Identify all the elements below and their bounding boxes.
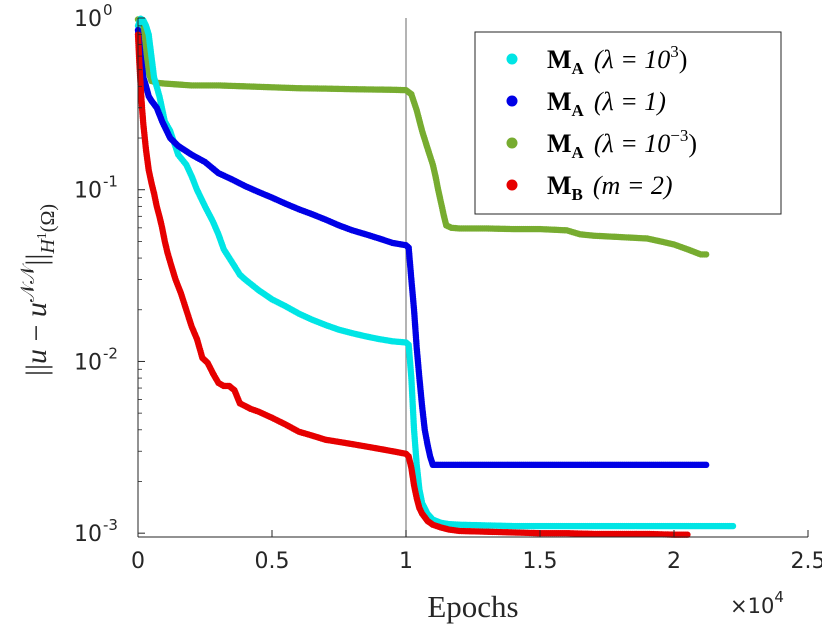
x-axis-label: Epochs [427,589,518,624]
x-axis-multiplier: ×104 [730,588,784,618]
y-label-part: 𝒩𝒩 [18,263,39,302]
legend-marker [506,137,518,149]
y-tick-label: 10 [74,350,102,375]
legend-label: MA (λ = 103) [547,42,687,78]
legend-label-param: (λ = 10 [594,129,670,158]
legend-label-main: M [547,45,572,74]
legend-label: MB (m = 2) [547,171,673,204]
x-multiplier-text: ×104 [730,588,784,618]
y-label-part: u [20,349,53,364]
y-tick-exponent: -2 [103,344,118,362]
series-0 [134,15,737,530]
data-marks [134,15,737,538]
x-tick-label: 1.5 [523,549,558,574]
x-tick-label: 1 [399,549,413,574]
y-label-part: 1 [35,232,50,239]
data-point [702,251,710,258]
data-point [684,531,691,538]
data-point [702,461,710,469]
y-tick-label: 10 [74,179,102,204]
legend-label: MA (λ = 10−3) [547,126,697,162]
x-tick-label: 2.5 [791,549,822,574]
x-multiplier-exp: 4 [774,588,784,606]
legend-label-main: M [547,87,572,116]
x-multiplier-base: ×10 [730,594,774,618]
y-tick-exponent: 0 [103,1,113,19]
legend-label-param: (m = 2) [593,171,673,200]
series-1 [134,26,710,469]
y-axis-label: ||u − u𝒩𝒩||H1(Ω) [18,204,59,376]
y-tick-exponent: -1 [103,173,118,191]
legend-box [474,31,782,215]
data-point [729,522,737,530]
legend-label-sub: A [572,59,585,78]
legend-marker [506,53,518,65]
legend-label-main: M [547,171,572,200]
y-tick-exponent: -3 [103,516,118,534]
y-label-part: || [20,364,53,376]
y-label-part: u [20,302,53,317]
series-3 [134,31,691,538]
series-2 [134,16,710,258]
legend-label-exp: 3 [670,42,679,61]
y-tick-label: 10 [74,7,102,32]
y-label-part: (Ω) [37,204,59,232]
legend-label-sub: B [572,185,583,204]
legend-label-param: (λ = 1) [594,87,666,116]
y-label-part: H [37,238,59,255]
x-tick-label: 0.5 [255,549,290,574]
y-tick-label: 10 [74,522,102,547]
y-axis-label-text: ||u − u𝒩𝒩||H1(Ω) [18,204,59,376]
y-label-part: − [20,317,53,349]
x-tick-label: 2 [667,549,681,574]
legend-label: MA (λ = 1) [547,87,666,120]
legend-marker [506,179,518,191]
legend-label-close: ) [679,45,688,74]
legend-label-close: ) [688,129,697,158]
legend-label-sub: A [572,143,585,162]
x-tick-label: 0 [131,549,145,574]
legend-label-main: M [547,129,572,158]
legend: MA (λ = 103)MA (λ = 1)MA (λ = 10−3)MB (m = 2… [474,31,782,215]
legend-label-param: (λ = 10 [594,45,670,74]
y-label-part: || [20,254,53,266]
legend-label-sub: A [572,101,585,120]
legend-label-exp: −3 [670,126,688,145]
legend-marker [506,95,518,107]
